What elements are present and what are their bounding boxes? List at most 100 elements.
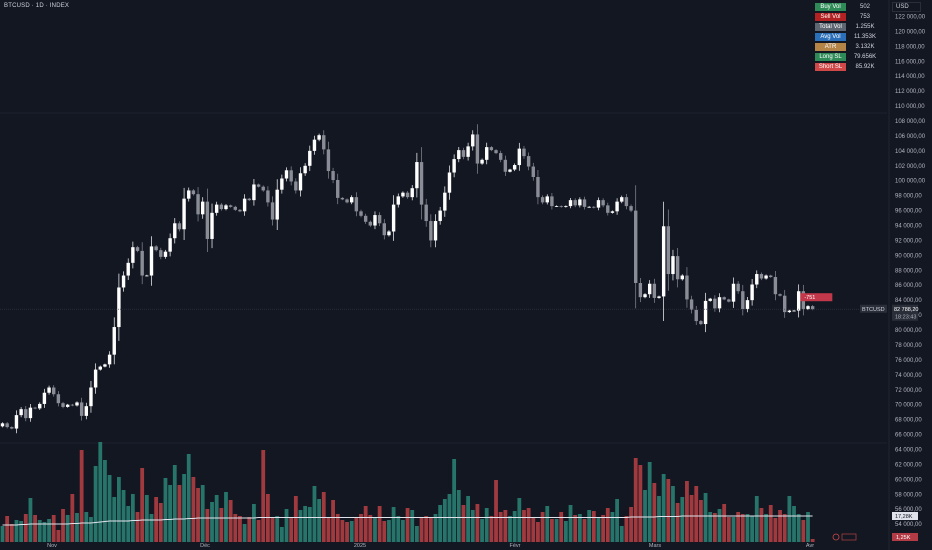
candle-body [522,148,526,157]
volume-bar [652,483,657,542]
y-tick-label: 90 000,00 [895,253,922,259]
candle-body [755,274,759,285]
volume-bar [98,442,103,542]
volume-bar [377,506,382,542]
stats-value: 753 [859,14,870,20]
candle-body [298,173,303,191]
stats-label: Avg Vol [815,33,846,41]
volume-bar [740,514,745,542]
candle-body [401,192,405,197]
stats-label: Short SL [815,63,846,71]
candle-body [252,184,256,201]
candle-body [769,275,773,278]
volume-bar [517,498,522,542]
y-tick-label: 118 000,00 [895,44,925,50]
volume-bar [438,505,443,542]
candle-body [10,427,14,429]
y-tick-label: 100 000,00 [895,179,926,185]
stats-row: ATR 3.132K [815,42,884,52]
candle-body [205,201,210,239]
volume-badge: 1,25K [896,535,911,541]
candle-body [475,134,480,164]
candle-body [65,404,70,407]
candle-body [806,306,810,310]
candle-body [517,148,522,166]
volume-bar [806,512,810,542]
volume-bar [14,520,19,542]
volume-bar [261,450,266,542]
candle-body [75,402,79,406]
volume-bar [470,510,475,542]
candle-body [303,165,307,174]
candle-body [149,246,154,276]
y-tick-label: 98 000,00 [895,194,922,200]
candle-body [33,407,37,409]
settings-icon [841,533,857,541]
volume-bar [796,514,801,542]
candle-body [457,150,461,160]
volume-bar [768,505,773,542]
candle-body [452,159,456,173]
candle-body [680,275,684,280]
candle-body [410,188,414,198]
y-tick-label: 78 000,00 [895,343,922,349]
candle-body [168,238,172,252]
candle-body [485,147,489,160]
volume-bar [433,514,438,542]
volume-bar [265,494,270,542]
stats-value: 502 [859,4,870,10]
candle-body [98,366,102,370]
candle-body [647,283,652,295]
volume-bar [414,526,419,542]
volume-bar [708,512,713,542]
volume-bar [93,466,98,542]
volume-bar [205,509,210,542]
volume-bar [186,454,191,542]
candle-body [112,327,116,355]
volume-bar [610,512,615,542]
volume-bar [554,519,559,542]
candle-body [256,184,261,187]
volume-bar [759,508,764,542]
volume-bar [703,493,708,542]
volume-bar [79,450,84,542]
countdown-badge: 18:23:43 [895,315,916,321]
candle-body [624,197,629,207]
volume-bar [112,497,117,542]
volume-bar [629,507,633,542]
candle-body [508,169,512,172]
y-tick-label: 74 000,00 [895,373,922,379]
y-tick-label: 58 000,00 [895,492,922,498]
volume-bar [168,485,173,542]
candle-body [177,223,182,230]
y-tick-label: 60 000,00 [895,477,922,483]
volume-bar [270,518,275,542]
volume-bar [121,490,126,542]
candle-body [270,202,275,220]
volume-bar [373,518,377,542]
candle-body [163,251,168,257]
volume-bar [428,518,433,542]
candle-body [84,406,89,416]
candle-body [131,247,135,263]
candle-body [429,221,433,241]
volume-bar [312,486,317,542]
candle-body [601,200,605,206]
volume-bar [117,477,121,542]
candle-body [708,298,712,301]
eye-icon [832,533,840,541]
y-tick-label: 102 000,00 [895,164,926,170]
candle-body [317,135,321,140]
candle-body [657,296,661,298]
volume-bar [475,504,480,542]
y-tick-label: 54 000,00 [895,522,922,528]
volume-bar [405,508,410,542]
y-tick-label: 56 000,00 [895,507,922,513]
currency-button[interactable]: USD [892,2,921,12]
volume-bar [252,504,256,542]
volume-bar [596,518,601,542]
candle-body [196,194,200,215]
y-tick-label: 68 000,00 [895,418,922,424]
volume-bar [657,496,661,542]
